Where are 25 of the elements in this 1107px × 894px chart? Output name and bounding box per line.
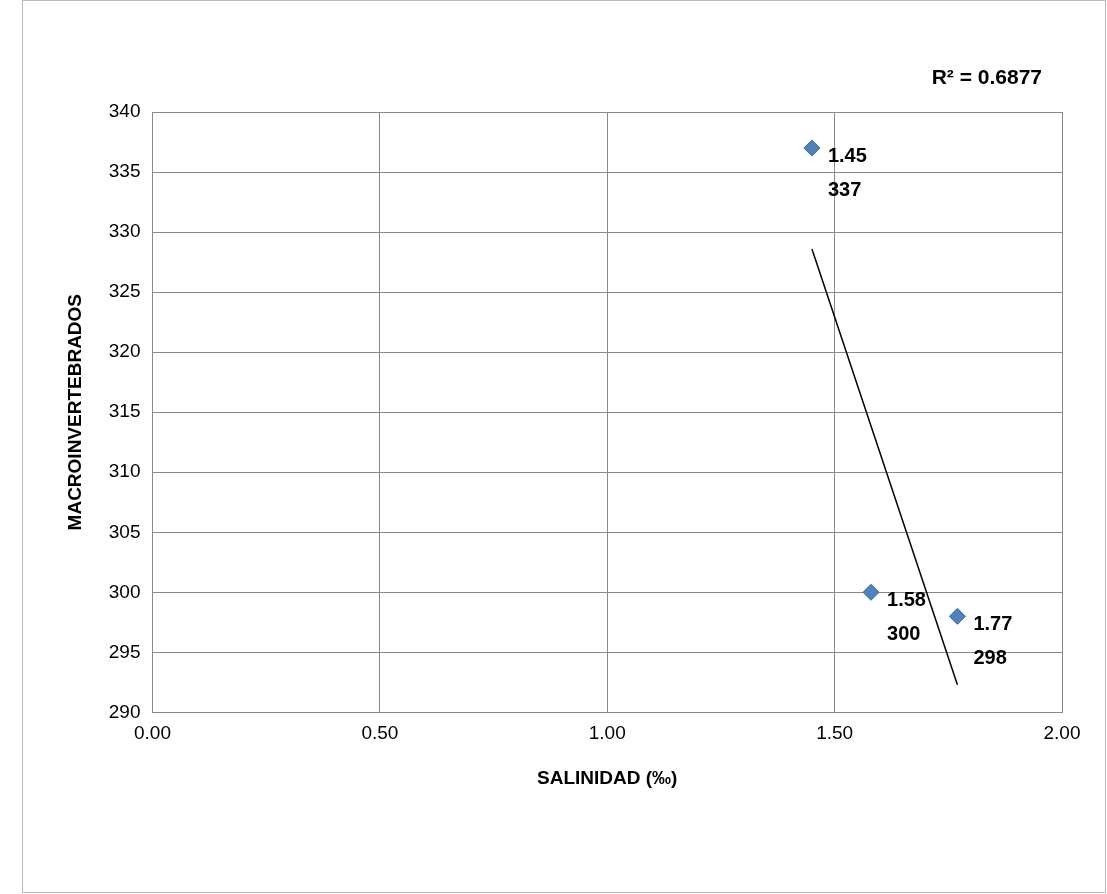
annotation: 1.45 337	[827, 143, 867, 200]
y-tick-label: 340	[108, 100, 141, 122]
point	[948, 607, 966, 625]
x-axis-title: SALINIDAD (‰)	[537, 766, 678, 788]
y-tick-label: 305	[108, 520, 141, 542]
y-tick-label: 325	[108, 280, 141, 302]
x-tick-label: 1.50	[816, 722, 854, 744]
text: R² = 0.6877	[931, 64, 1042, 88]
y-tick-label: 330	[108, 220, 141, 242]
annotation: 1.77 298	[973, 611, 1013, 668]
y-tick-label: 295	[108, 640, 141, 662]
y-tick-label: 300	[108, 580, 141, 602]
y-tick-label: 290	[108, 700, 141, 722]
y-axis-title: MACROINVERTEBRADOS	[63, 293, 85, 531]
y-tick-label: 335	[108, 160, 141, 182]
y-tick-label: 320	[108, 340, 141, 362]
point	[862, 583, 880, 601]
annotation: 1.58 300	[887, 587, 926, 644]
x-tick-label: 0.50	[361, 722, 399, 744]
x-tick-label: 1.00	[588, 722, 626, 744]
y-tick-label: 310	[108, 460, 141, 482]
y-tick-label: 315	[108, 400, 141, 422]
point	[803, 139, 821, 157]
x-tick-label: 0.00	[134, 722, 171, 744]
x-tick-label: 2.00	[1043, 722, 1081, 744]
